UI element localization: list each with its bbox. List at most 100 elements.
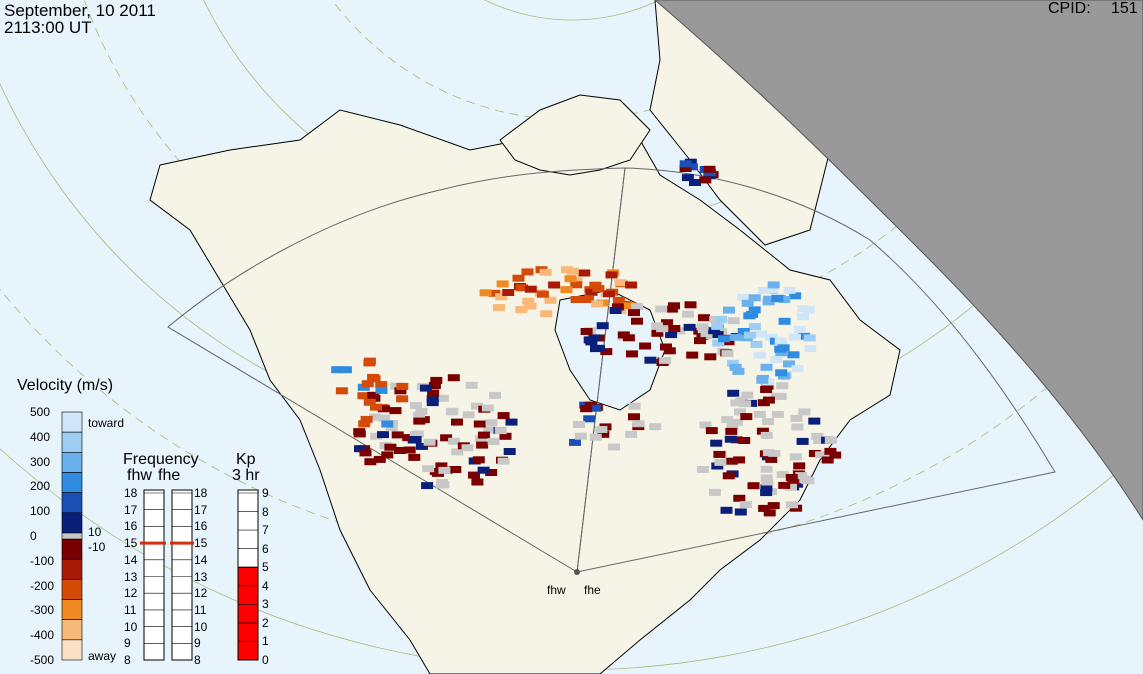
echo-cell	[739, 501, 752, 509]
velocity-tick-label: -100	[30, 553, 55, 568]
echo-cell	[361, 380, 374, 388]
echo-cell	[815, 451, 828, 459]
echo-cell	[740, 413, 753, 421]
echo-cell	[451, 448, 464, 456]
echo-cell	[402, 434, 415, 442]
kp-tick-label: 3	[262, 597, 269, 612]
velocity-color-segment	[61, 619, 83, 641]
echo-cell	[360, 415, 373, 423]
frequency-chart-frame	[143, 489, 193, 661]
echo-cell	[462, 411, 475, 419]
echo-cell	[564, 275, 577, 283]
echo-cell	[761, 478, 774, 486]
echo-cell	[723, 306, 735, 314]
echo-cell	[663, 347, 676, 355]
echo-cell	[808, 450, 821, 457]
kp-chart	[237, 489, 259, 661]
echo-cell	[824, 436, 837, 444]
echo-cell	[628, 309, 640, 317]
kp-tick-label: 2	[262, 615, 269, 630]
echo-cell	[477, 431, 490, 439]
echo-cell	[487, 438, 500, 445]
echo-cell	[435, 462, 448, 470]
echo-cell	[789, 292, 802, 300]
echo-cell	[625, 430, 638, 438]
velocity-tick-label: -400	[30, 628, 55, 643]
echo-cell	[539, 268, 552, 276]
echo-cell	[357, 383, 370, 391]
velocity-color-segment	[61, 639, 83, 661]
kp-bar	[237, 566, 259, 661]
echo-cell	[394, 387, 407, 395]
echo-cell	[471, 402, 483, 410]
echo-cell	[494, 427, 507, 435]
echo-cell	[767, 502, 780, 510]
frequency-tick-label-left: 17	[124, 502, 138, 517]
echo-cell	[339, 366, 352, 374]
velocity-color-segment	[61, 579, 83, 600]
echo-cell	[659, 356, 672, 364]
echo-cell	[720, 506, 733, 514]
echo-cell	[774, 337, 787, 345]
echo-cell	[544, 296, 557, 304]
minus-threshold-label: -10	[88, 540, 106, 554]
frequency-tick-label-left: 18	[124, 486, 138, 500]
velocity-tick-label: 100	[30, 504, 51, 519]
echo-cell	[357, 392, 370, 400]
velocity-tick-label: -200	[30, 578, 55, 593]
echo-cell	[609, 307, 622, 314]
echo-cell	[596, 322, 609, 330]
echo-cell	[748, 294, 761, 302]
echo-cell	[378, 414, 391, 422]
echo-cell	[798, 408, 811, 416]
echo-cell	[786, 501, 798, 509]
echo-cell	[497, 412, 510, 420]
echo-cell	[797, 305, 810, 313]
echo-cell	[793, 462, 806, 470]
echo-cell	[734, 508, 747, 516]
time-label: 2113:00 UT	[4, 18, 92, 37]
echo-cell	[477, 466, 490, 474]
velocity-color-segment	[61, 431, 83, 453]
velocity-tick-label: 200	[30, 479, 51, 494]
echo-cell	[696, 466, 709, 473]
echo-cell	[771, 410, 784, 418]
echo-cell	[370, 432, 383, 440]
echo-cell	[724, 435, 737, 443]
echo-cell	[612, 296, 625, 304]
echo-cell	[770, 356, 783, 363]
echo-cell	[783, 286, 796, 294]
echo-cell	[364, 458, 377, 466]
plus-threshold-label: 10	[88, 525, 102, 539]
echo-cell	[409, 436, 422, 443]
echo-cell	[762, 418, 775, 426]
velocity-color-segment	[61, 492, 83, 514]
echo-cell	[536, 290, 549, 298]
frequency-title: Frequency	[123, 451, 199, 468]
echo-cell	[446, 407, 459, 415]
echo-cell	[741, 391, 754, 399]
echo-cell	[632, 420, 645, 428]
echo-cell	[626, 350, 638, 358]
echo-cell	[708, 327, 721, 335]
echo-cell	[668, 325, 681, 332]
echo-cell	[651, 329, 664, 337]
echo-cell	[429, 468, 442, 475]
echo-cell	[760, 489, 773, 497]
echo-cell	[428, 382, 441, 389]
echo-cell	[521, 268, 534, 276]
frequency-tick-label-left: 13	[124, 569, 138, 584]
frequency-tick-label-right: 12	[194, 586, 208, 601]
radar-site-marker	[574, 569, 580, 575]
echo-cell	[711, 322, 724, 330]
radar-fhe-label: fhe	[584, 583, 601, 597]
kp-tick-label: 9	[262, 486, 269, 500]
echo-cell	[733, 494, 746, 502]
echo-cell	[718, 335, 730, 343]
echo-cell	[704, 353, 717, 361]
echo-cell	[427, 389, 440, 397]
echo-cell	[760, 474, 773, 482]
velocity-color-segment	[61, 411, 83, 433]
frequency-tick-label-left: 11	[124, 602, 137, 617]
echo-cell	[721, 416, 734, 424]
